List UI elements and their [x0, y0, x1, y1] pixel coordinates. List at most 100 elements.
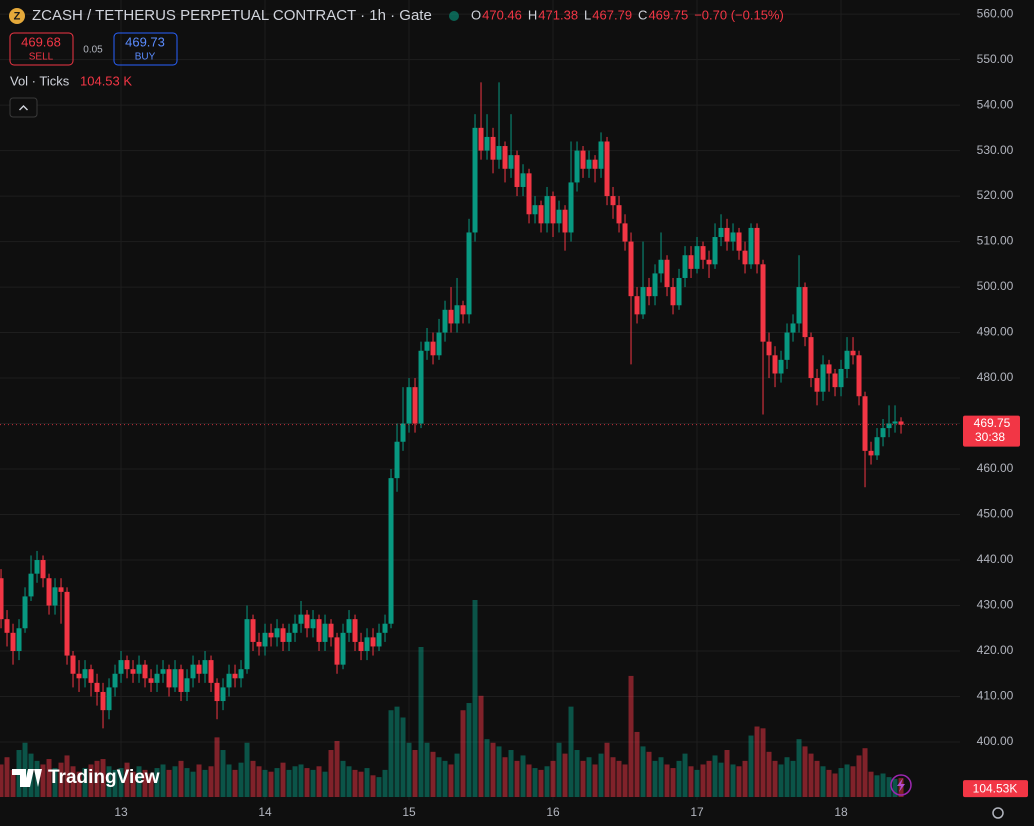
- volume-bar: [166, 769, 172, 797]
- volume-bar: [862, 748, 868, 797]
- y-tick-label: 490.00: [977, 325, 1014, 339]
- candle-body: [286, 632, 292, 642]
- volume-bar: [364, 768, 370, 797]
- candle-body: [22, 596, 28, 629]
- volume-bar: [826, 769, 832, 797]
- volume-bar: [472, 600, 478, 797]
- volume-bar: [778, 764, 784, 797]
- volume-bar: [256, 766, 262, 797]
- collapse-button[interactable]: [9, 97, 38, 118]
- volume-bar: [484, 739, 490, 797]
- candle-body: [790, 323, 796, 333]
- y-tick-label: 440.00: [977, 552, 1014, 566]
- lightning-icon: [897, 778, 905, 792]
- volume-bar: [418, 646, 424, 797]
- volume-bar: [742, 760, 748, 797]
- candle-body: [274, 628, 280, 638]
- volume-bar: [682, 753, 688, 797]
- volume-bar: [346, 766, 352, 797]
- volume-bar: [412, 750, 418, 797]
- legend-key: C: [638, 7, 647, 22]
- candle-body: [562, 209, 568, 233]
- volume-bar: [70, 766, 76, 797]
- candle-body: [382, 623, 388, 633]
- volume-bar: [538, 769, 544, 797]
- candle-body: [34, 560, 40, 574]
- volume-bar: [10, 769, 16, 797]
- settings-icon[interactable]: [992, 807, 1004, 819]
- candle-body: [58, 587, 64, 592]
- candle-body: [718, 227, 724, 238]
- price-tag: [963, 415, 1020, 447]
- y-tick-label: 560.00: [977, 6, 1014, 20]
- volume-bar: [856, 755, 862, 797]
- volume-bar: [712, 755, 718, 797]
- volume-bar: [820, 766, 826, 797]
- candle-body: [592, 159, 598, 169]
- volume-bar: [718, 762, 724, 797]
- candle-body: [94, 682, 100, 692]
- volume-bar: [100, 759, 106, 797]
- candle-body: [202, 660, 208, 674]
- legend-value: 470.46: [482, 7, 522, 22]
- candle-body: [700, 246, 706, 260]
- volume-bar: [496, 746, 502, 797]
- volume-bar: [262, 769, 268, 797]
- y-tick-label: 460.00: [977, 461, 1014, 475]
- candle-body: [148, 678, 154, 683]
- volume-bar: [634, 731, 640, 797]
- volume-bar: [664, 764, 670, 797]
- volume-bar: [118, 768, 124, 797]
- candle-body: [658, 259, 664, 274]
- candle-body: [820, 364, 826, 392]
- candle-body: [724, 227, 730, 242]
- volume-bar: [880, 773, 886, 797]
- candle-body: [292, 623, 298, 633]
- candle-body: [52, 587, 58, 606]
- candle-body: [424, 341, 430, 351]
- candle-body: [484, 136, 490, 151]
- candle-body: [160, 669, 166, 674]
- candle-body: [622, 223, 628, 242]
- candle-body: [142, 664, 148, 679]
- buy-button[interactable]: [113, 32, 178, 66]
- y-tick-label: 500.00: [977, 279, 1014, 293]
- candle-body: [796, 287, 802, 324]
- volume-bar: [130, 771, 136, 797]
- candle-body: [832, 373, 838, 388]
- candle-body: [118, 660, 124, 674]
- candle-body: [454, 305, 460, 324]
- volume-bar: [526, 764, 532, 797]
- candle-body: [418, 350, 424, 424]
- candle-body: [304, 614, 310, 629]
- candle-body: [430, 341, 436, 356]
- candle-body: [112, 673, 118, 688]
- volume-bar: [298, 764, 304, 797]
- volume-bar: [694, 769, 700, 797]
- volume-bar: [838, 768, 844, 797]
- volume-bar: [886, 777, 892, 797]
- volume-bar: [232, 769, 238, 797]
- candle-body: [208, 660, 214, 683]
- candle-body: [106, 687, 112, 711]
- candle-body: [838, 368, 844, 388]
- candle-body: [472, 127, 478, 233]
- volume-tag-value: 104.53K: [973, 781, 1018, 795]
- volume-bar: [382, 769, 388, 797]
- sell-label: SELL: [29, 52, 54, 63]
- sell-button[interactable]: [9, 32, 74, 66]
- volume-bar: [226, 764, 232, 797]
- candle-body: [298, 614, 304, 624]
- candle-body: [352, 619, 358, 642]
- candle-body: [526, 173, 532, 215]
- volume-bar: [442, 760, 448, 797]
- chevron: [19, 105, 28, 111]
- candle-body: [154, 673, 160, 683]
- lightning-button[interactable]: [890, 774, 912, 796]
- volume-bar: [766, 751, 772, 797]
- volume-bar: [376, 777, 382, 797]
- candle-body: [802, 287, 808, 338]
- volume-bar: [322, 771, 328, 797]
- volume-bar: [622, 764, 628, 797]
- volume-bar: [208, 766, 214, 797]
